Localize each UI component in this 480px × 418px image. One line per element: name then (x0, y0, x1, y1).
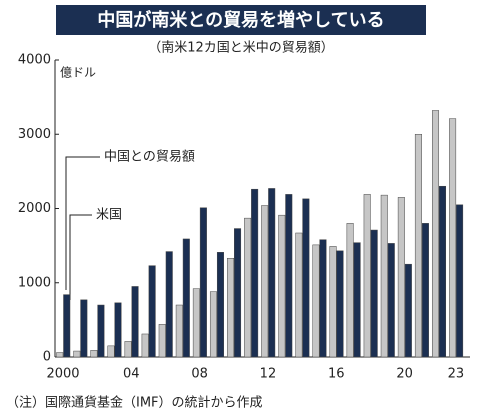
legend-label: 中国との貿易額 (104, 150, 195, 165)
bar (439, 185, 447, 358)
y-tick-label: 1000 (18, 275, 51, 290)
x-tick-label: 20 (396, 367, 413, 382)
bar (319, 239, 327, 358)
y-tick-label: 4000 (18, 53, 51, 68)
bar (97, 304, 105, 358)
bar (63, 294, 71, 358)
title-banner (56, 5, 426, 35)
bar (251, 188, 259, 358)
bar (414, 134, 422, 358)
bar (346, 223, 354, 358)
leader-line (69, 214, 92, 300)
bar (285, 194, 293, 358)
y-tick-label: 2000 (18, 201, 51, 216)
bar (261, 205, 269, 358)
bar (432, 110, 440, 358)
note: （注）国際通貨基金（IMF）の統計から作成 (6, 395, 263, 411)
bar (312, 244, 320, 358)
bar (268, 188, 276, 358)
bar (421, 223, 429, 358)
bar (124, 341, 132, 358)
y-tick-label: 3000 (18, 127, 51, 142)
bar (234, 228, 242, 358)
x-tick-label: 16 (328, 367, 345, 382)
bar (278, 214, 286, 358)
bar (295, 232, 303, 358)
x-tick-label: 12 (260, 367, 277, 382)
bar (244, 217, 252, 358)
legend-label: 米国 (96, 208, 122, 223)
bar (114, 302, 122, 358)
bar (141, 333, 149, 358)
y-axis-label: 億ドル (60, 66, 96, 80)
x-tick-label: 2000 (46, 367, 79, 382)
subtitle: （南米12カ国と米中の貿易額） (148, 40, 334, 56)
bar (90, 350, 98, 358)
bar (370, 229, 378, 358)
x-tick-label: 04 (123, 367, 140, 382)
bar (363, 194, 371, 358)
bar (80, 299, 88, 358)
bar (199, 207, 207, 358)
bar (227, 257, 235, 358)
bar (165, 251, 173, 358)
bar (209, 291, 217, 358)
bar (56, 352, 64, 358)
chart-title: 中国が南米との貿易を増やしている (97, 9, 384, 31)
x-tick-label: 23 (448, 367, 465, 382)
bar (336, 250, 344, 358)
bar (353, 242, 361, 358)
bar (456, 204, 464, 358)
bar (192, 288, 200, 358)
bar (107, 345, 115, 358)
bar (182, 238, 190, 358)
leader-line (65, 156, 100, 290)
bar (175, 304, 183, 358)
bar (380, 194, 388, 358)
y-tick-label: 0 (43, 350, 51, 365)
bar (329, 246, 337, 358)
bar (387, 243, 395, 358)
bar (397, 197, 405, 358)
bar (302, 198, 310, 358)
bar (216, 252, 224, 358)
x-tick-label: 08 (191, 367, 208, 382)
bar (131, 286, 139, 358)
bar (158, 324, 166, 358)
bar (449, 118, 457, 358)
bar (404, 263, 412, 358)
bar (73, 350, 81, 358)
bar (148, 265, 156, 358)
